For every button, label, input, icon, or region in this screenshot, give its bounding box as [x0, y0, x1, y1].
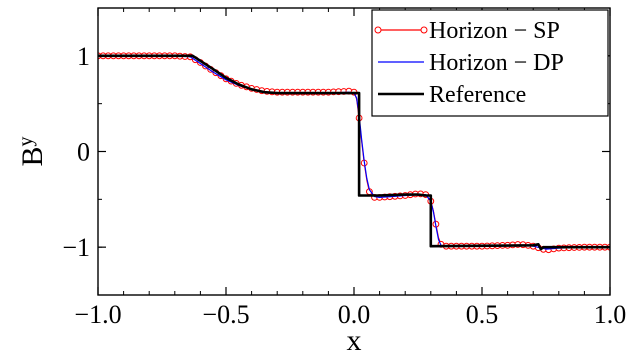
- legend-marker: [420, 26, 428, 34]
- legend-box: [371, 9, 609, 117]
- x-tick-label: −0.5: [202, 300, 249, 329]
- y-tick-label: 1: [77, 42, 90, 71]
- legend-label-horizon-sp: Horizon − SP: [429, 18, 560, 44]
- series-line-reference: [98, 54, 610, 251]
- series-layer: [98, 52, 610, 254]
- legend-label-horizon-dp: Horizon − DP: [429, 50, 564, 76]
- ticks-layer: −1.0 −0.5 0.0 0.5 1.0 −1 0 1: [62, 7, 627, 329]
- x-axis-label: x: [347, 324, 362, 355]
- y-axis-label-base: B: [16, 146, 49, 166]
- legend-label-reference: Reference: [429, 82, 526, 108]
- legend-marker: [374, 26, 382, 34]
- x-tick-label: 0.0: [338, 300, 371, 329]
- y-tick-label: 0: [77, 138, 90, 167]
- y-tick-label: −1: [62, 233, 90, 262]
- legend: Horizon − SP Horizon − DP Reference: [371, 9, 609, 117]
- x-tick-label: 0.5: [466, 300, 499, 329]
- y-axis-label: By: [15, 136, 49, 166]
- y-axis-label-superscript: y: [15, 136, 37, 146]
- x-tick-label: 1.0: [594, 300, 627, 329]
- x-tick-label: −1.0: [74, 300, 121, 329]
